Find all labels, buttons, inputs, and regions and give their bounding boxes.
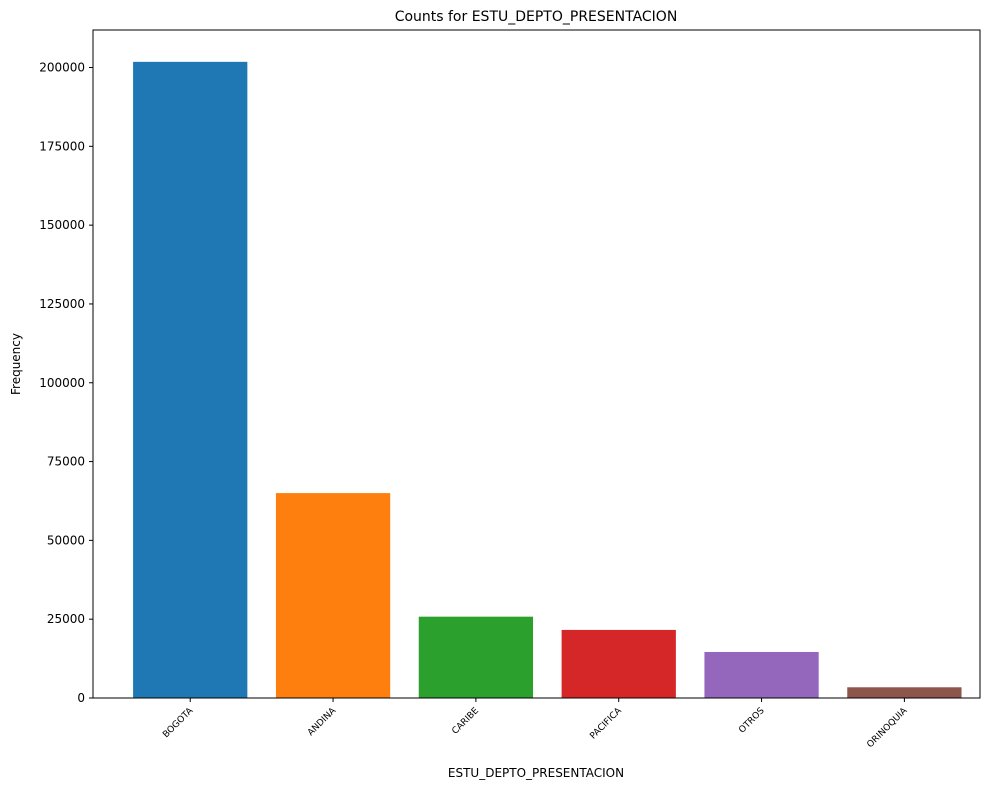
y-tick-label: 50000 [47, 533, 85, 547]
x-tick-label: ORINOQUIA [865, 705, 910, 750]
x-tick-label: CARIBE [450, 706, 481, 737]
plot-area: BOGOTA ANDINA CARIBE PACIFICA OTROS ORINOQUIA… [39, 29, 981, 750]
y-tick-label: 100000 [39, 376, 85, 390]
y-tick-label: 75000 [47, 455, 85, 469]
bar-orinoquia [847, 687, 962, 698]
x-tick-label: PACIFICA [588, 705, 624, 741]
bar-pacifica [561, 629, 676, 698]
y-tick-label: 200000 [39, 61, 85, 75]
y-tick-label: 25000 [47, 612, 85, 626]
x-axis-label: ESTU_DEPTO_PRESENTACION [448, 766, 624, 780]
x-tick-label: ANDINA [306, 705, 339, 738]
y-tick-label: 0 [77, 691, 85, 705]
x-tick-label: BOGOTA [161, 705, 196, 740]
bar-bogota [133, 61, 248, 698]
bar-otros [704, 651, 819, 698]
bar-caribe [418, 616, 534, 698]
y-tick-label: 175000 [39, 139, 85, 153]
plot-frame [92, 29, 981, 699]
y-axis-label: Frequency [9, 333, 23, 395]
chart-title: Counts for ESTU_DEPTO_PRESENTACION [395, 9, 678, 25]
x-tick-label: OTROS [737, 706, 767, 736]
bar-andina [275, 493, 391, 698]
y-tick-label: 150000 [39, 218, 85, 232]
y-tick-label: 125000 [39, 297, 85, 311]
